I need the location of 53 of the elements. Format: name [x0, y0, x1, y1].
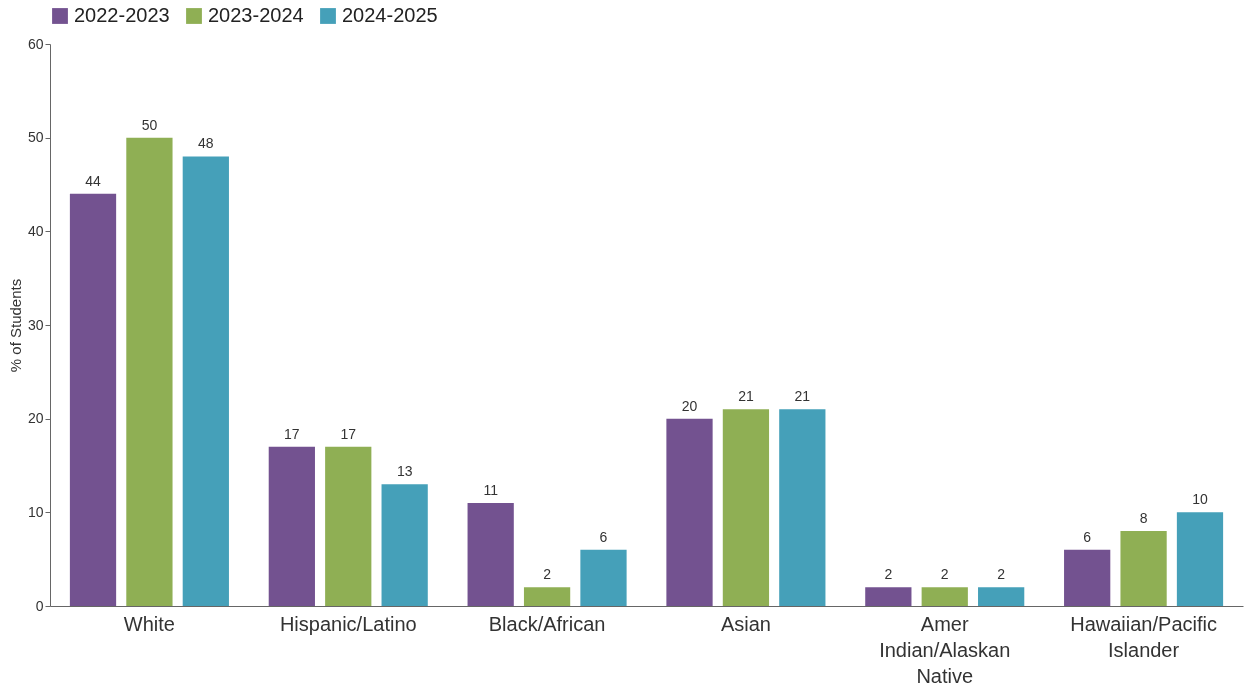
- bar: [325, 446, 372, 606]
- bar: [523, 587, 571, 606]
- bar: [126, 137, 173, 606]
- data-label: 10: [1192, 491, 1208, 508]
- legend-label: 2023-2024: [208, 4, 304, 26]
- bar: [381, 484, 428, 606]
- y-tick-label: 60: [27, 35, 44, 52]
- data-label: 20: [681, 397, 698, 414]
- bar: [1064, 549, 1111, 606]
- y-tick-label: 10: [27, 503, 44, 520]
- legend-label: 2024-2025: [342, 4, 438, 26]
- x-tick-label: Hispanic/Latino: [279, 612, 417, 635]
- data-label: 11: [483, 481, 499, 498]
- data-label: 2: [997, 566, 1006, 583]
- data-label: 21: [738, 388, 754, 405]
- bar: [268, 446, 315, 606]
- bar: [1176, 512, 1224, 606]
- bar: [580, 549, 627, 606]
- bar: [865, 587, 912, 606]
- bar: [69, 193, 117, 606]
- data-label: 2: [884, 566, 893, 583]
- data-label: 17: [340, 425, 357, 442]
- data-label: 50: [141, 116, 158, 133]
- x-tick-label: Amer Indian/Alaskan Native: [879, 612, 1011, 687]
- bar: [467, 502, 514, 606]
- data-label: 17: [284, 425, 300, 442]
- x-tick-label: Hawaiian/Pacific Islander: [1070, 612, 1217, 661]
- x-tick-label: Asian: [720, 612, 771, 635]
- bar: [666, 418, 713, 606]
- y-axis-title: % of Students: [6, 278, 24, 373]
- data-label: 48: [198, 135, 214, 152]
- legend-label: 2022-2023: [74, 4, 170, 26]
- x-tick-label: White: [123, 612, 175, 635]
- bar: [779, 409, 826, 606]
- data-label: 8: [1139, 510, 1148, 527]
- bar: [722, 409, 770, 606]
- y-tick-label: 30: [27, 316, 44, 333]
- y-tick-label: 50: [27, 129, 44, 146]
- data-label: 21: [794, 388, 811, 405]
- bar: [1120, 531, 1167, 606]
- bar: [978, 587, 1025, 606]
- y-tick-label: 40: [27, 222, 44, 239]
- bar: [921, 587, 968, 606]
- bar: [182, 156, 229, 606]
- data-label: 2: [940, 566, 949, 583]
- data-label: 6: [599, 528, 608, 545]
- data-label: 13: [396, 463, 413, 480]
- data-label: 6: [1083, 528, 1092, 545]
- y-tick-label: 0: [35, 597, 44, 614]
- data-label: 2: [543, 566, 552, 583]
- y-tick-label: 20: [27, 410, 44, 427]
- x-tick-label: Black/African: [488, 612, 606, 635]
- data-label: 44: [85, 172, 102, 189]
